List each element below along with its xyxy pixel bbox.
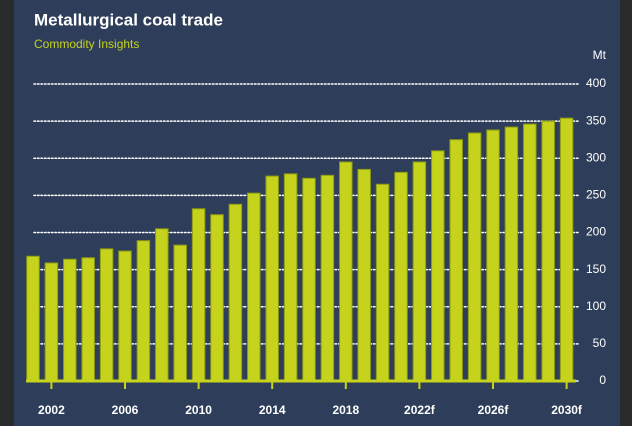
- x-tick-label: 2002: [38, 403, 65, 417]
- bar: [302, 177, 316, 382]
- bar: [320, 174, 335, 382]
- x-tick-label: 2030f: [551, 403, 583, 417]
- bar: [339, 161, 353, 382]
- x-tick-label: 2014: [259, 403, 286, 417]
- bar: [99, 248, 114, 382]
- y-tick-label: 400: [586, 76, 606, 90]
- bar: [431, 150, 445, 382]
- bar: [63, 258, 77, 382]
- bar: [44, 262, 59, 382]
- y-tick-label: 200: [586, 225, 606, 239]
- bar: [412, 161, 427, 382]
- bar: [265, 175, 279, 382]
- y-tick-label: 250: [586, 188, 606, 202]
- y-tick-label: 0: [599, 373, 606, 387]
- bar: [467, 132, 482, 382]
- bar: [559, 117, 574, 382]
- y-tick-label: 150: [586, 262, 606, 276]
- y-axis-label: Mt: [593, 48, 607, 62]
- bar: [504, 126, 519, 382]
- bar: [375, 183, 390, 382]
- chart-subtitle: Commodity Insights: [34, 37, 139, 51]
- bar: [541, 120, 555, 382]
- bar: [283, 173, 298, 382]
- bar: [228, 203, 243, 382]
- y-tick-label: 100: [586, 299, 606, 313]
- x-tick-label: 2010: [185, 403, 212, 417]
- bar: [523, 123, 537, 382]
- bar: [118, 250, 132, 382]
- bar: [210, 214, 224, 382]
- x-tick-label: 2026f: [478, 403, 510, 417]
- bar: [26, 255, 40, 382]
- x-tick-label: 2018: [332, 403, 359, 417]
- bar: [394, 171, 408, 382]
- bar: [486, 129, 500, 382]
- x-tick-label: 2022f: [404, 403, 436, 417]
- bar: [136, 240, 151, 382]
- bar: [449, 139, 463, 382]
- chart-panel: [14, 0, 620, 426]
- x-tick-label: 2006: [112, 403, 139, 417]
- bar: [173, 244, 187, 382]
- bar: [357, 168, 371, 382]
- chart-title: Metallurgical coal trade: [34, 10, 223, 29]
- bar: [191, 208, 206, 382]
- bar: [81, 257, 95, 382]
- bar: [247, 192, 261, 382]
- y-tick-label: 300: [586, 150, 606, 164]
- bar: [155, 228, 169, 382]
- y-tick-label: 50: [593, 336, 607, 350]
- y-tick-label: 350: [586, 113, 606, 127]
